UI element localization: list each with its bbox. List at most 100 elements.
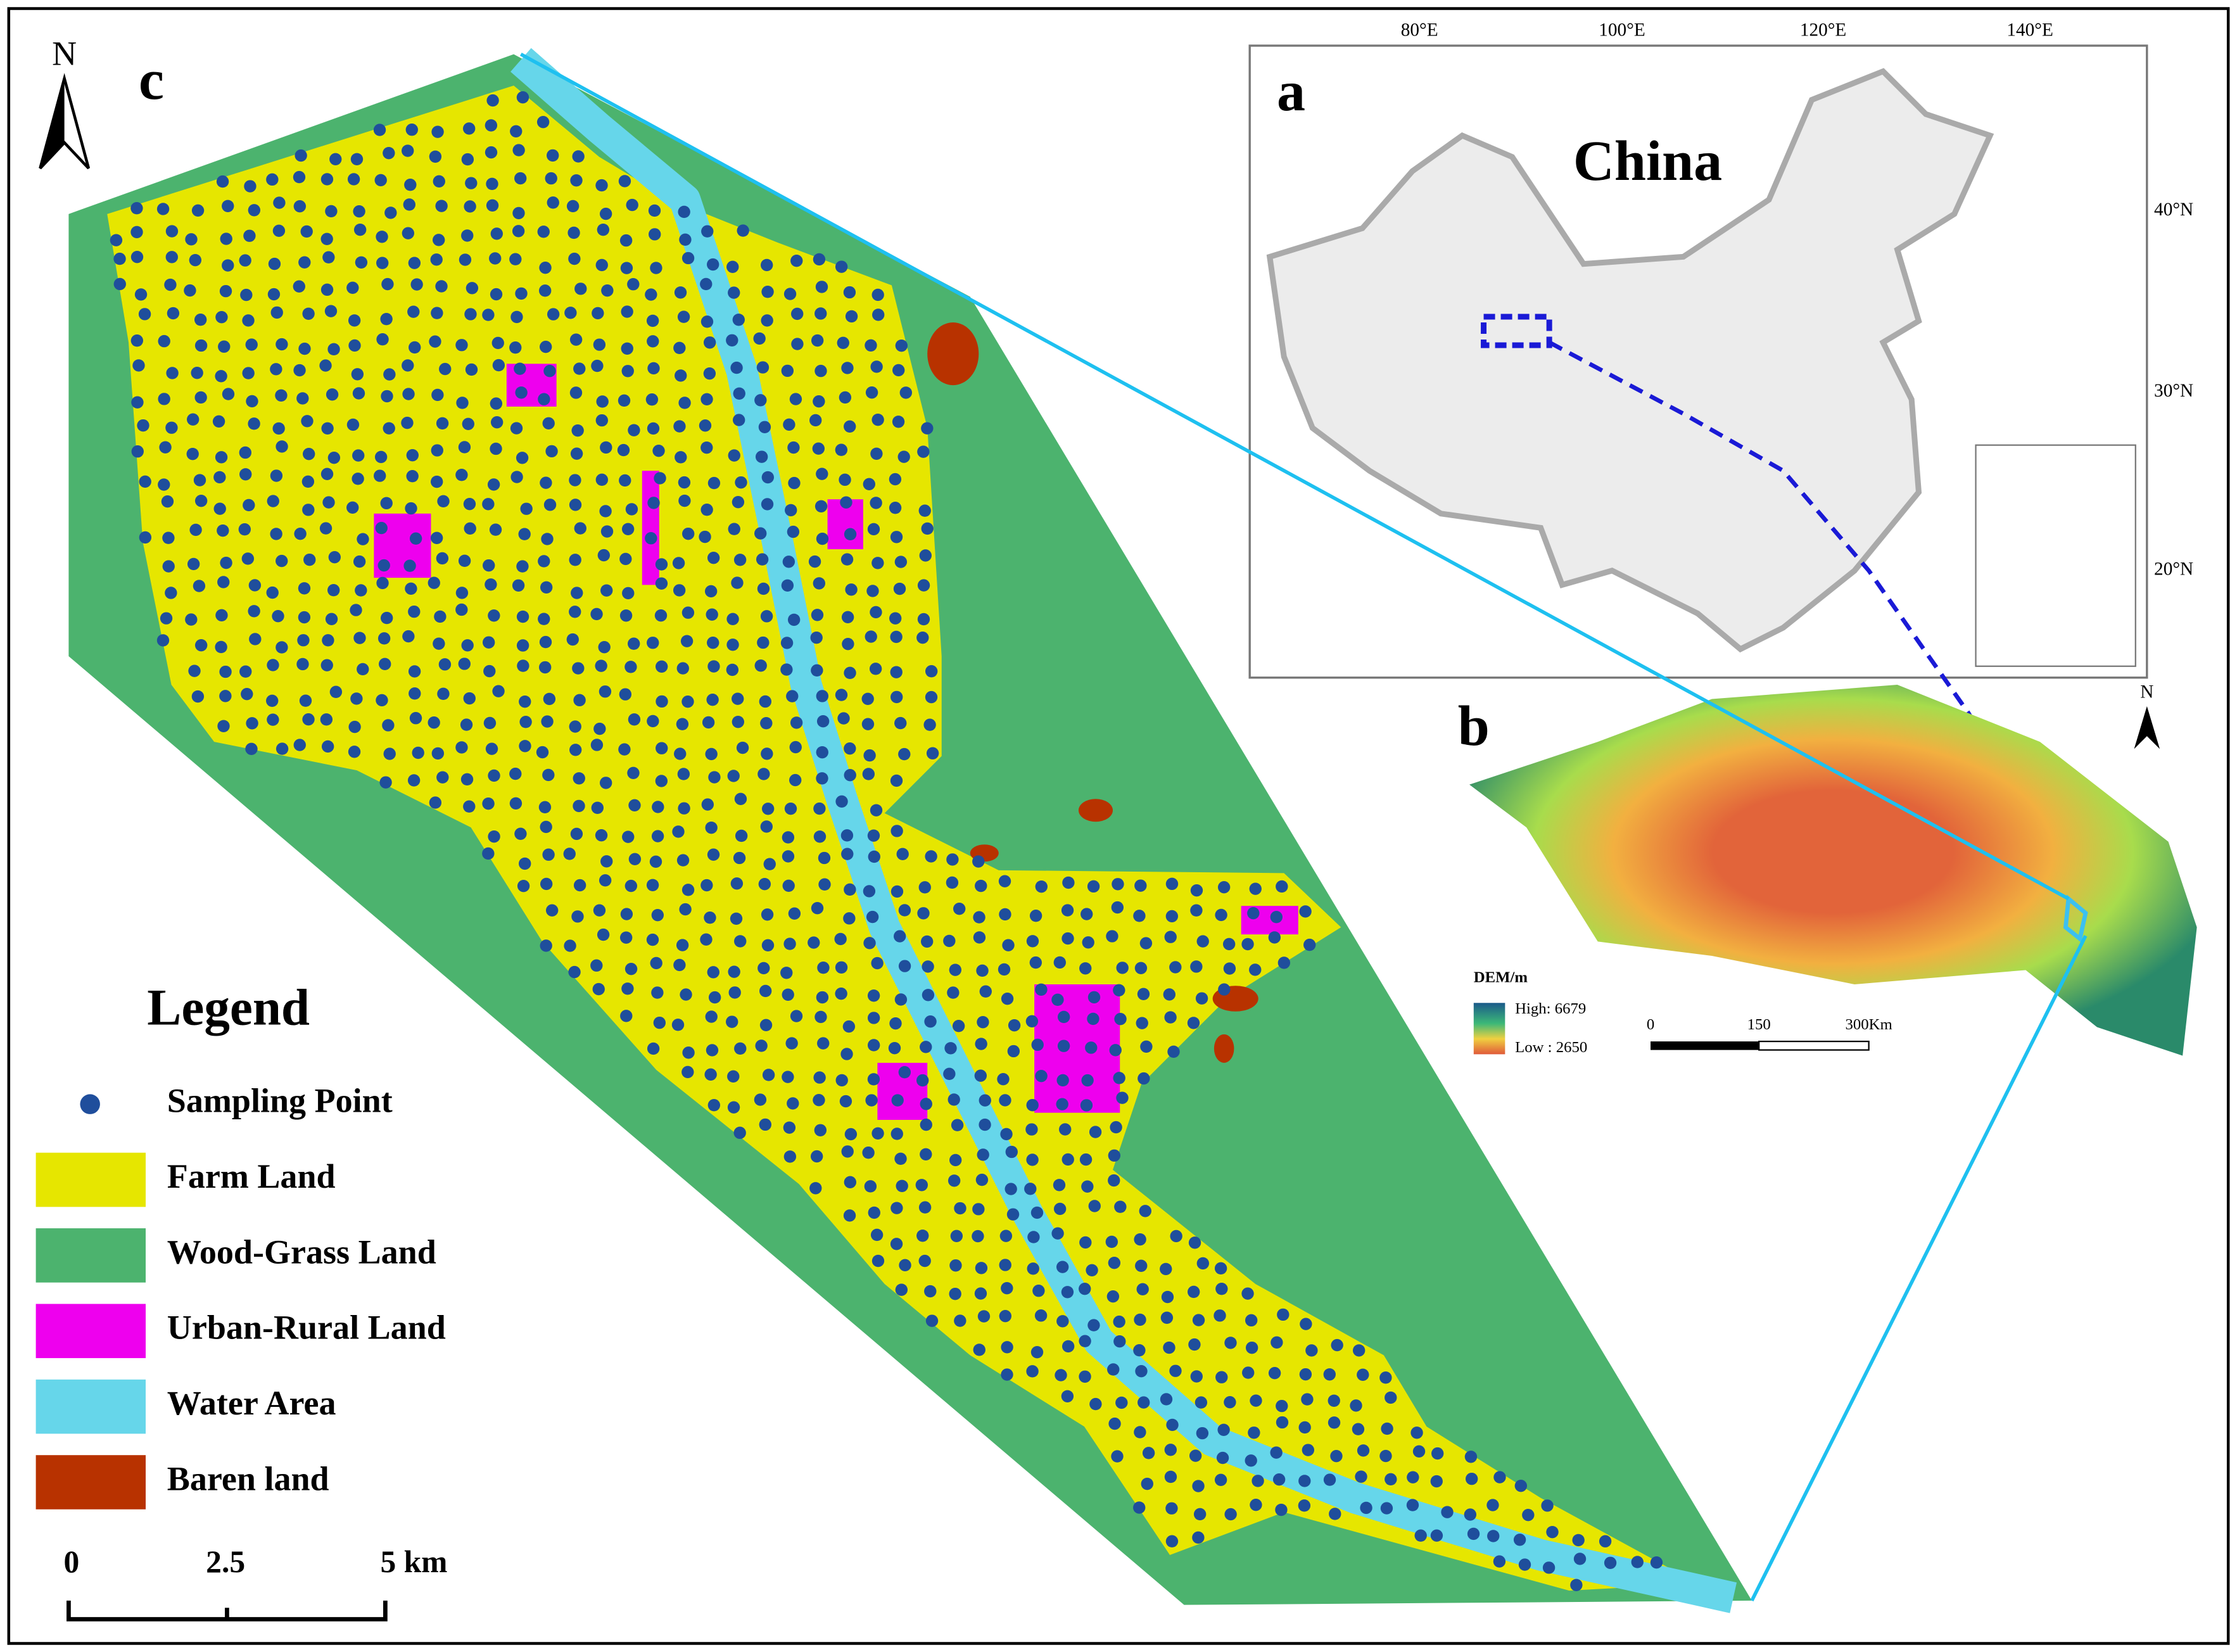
sampling-point: [618, 175, 631, 187]
sampling-point: [863, 478, 875, 491]
sampling-point: [701, 225, 714, 238]
sampling-point: [653, 1016, 666, 1029]
sampling-point: [1053, 956, 1067, 969]
sampling-point: [1114, 1200, 1127, 1213]
sampling-point: [1305, 1344, 1318, 1357]
sampling-point: [681, 884, 695, 896]
sampling-point: [844, 742, 856, 755]
sampling-point: [1051, 1227, 1064, 1240]
sampling-point: [1301, 1393, 1314, 1406]
sampling-point: [645, 393, 659, 406]
sampling-point: [728, 965, 740, 978]
sampling-point: [1007, 1045, 1020, 1058]
sampling-point: [898, 960, 911, 972]
sampling-point: [1241, 937, 1254, 951]
sampling-point: [600, 441, 612, 454]
sampling-point: [1051, 993, 1064, 1007]
sampling-point: [1089, 1126, 1102, 1138]
sampling-point: [538, 661, 552, 674]
sampling-point: [1467, 1527, 1480, 1541]
sampling-point: [1214, 1262, 1227, 1275]
sampling-point: [220, 556, 232, 569]
sampling-point: [899, 386, 913, 399]
sampling-point: [1299, 905, 1312, 918]
sampling-point: [321, 422, 334, 435]
sampling-point: [946, 853, 959, 866]
sampling-point: [1113, 1315, 1125, 1328]
sampling-point: [946, 876, 959, 889]
sampling-point: [455, 469, 468, 481]
sampling-point: [486, 177, 498, 191]
sampling-point: [1134, 879, 1147, 892]
sampling-point: [951, 1119, 964, 1131]
sampling-point: [869, 663, 882, 675]
sampling-point: [139, 475, 151, 488]
sampling-point: [540, 581, 553, 594]
sampling-point: [590, 739, 604, 751]
sampling-point: [1024, 1183, 1037, 1195]
sampling-point: [570, 447, 583, 460]
sampling-point: [728, 286, 740, 299]
sampling-point: [377, 559, 390, 572]
sampling-point: [460, 773, 474, 786]
sampling-point: [161, 495, 174, 508]
sampling-point: [618, 743, 631, 756]
sampling-point: [348, 314, 361, 327]
sampling-point: [599, 505, 612, 518]
sampling-point: [217, 576, 230, 588]
sampling-point: [1032, 1285, 1045, 1297]
sampling-point: [700, 879, 713, 892]
sampling-point: [545, 904, 559, 917]
sampling-point: [492, 359, 505, 372]
sampling-point: [656, 695, 668, 708]
sampling-point: [1108, 1417, 1121, 1430]
sampling-point: [621, 342, 633, 355]
sampling-point: [867, 1073, 880, 1086]
dem-title: DEM/m: [1474, 969, 1528, 986]
sampling-point: [409, 341, 421, 354]
sampling-point: [839, 473, 851, 486]
sampling-point: [1001, 1341, 1013, 1354]
sampling-point: [998, 963, 1011, 976]
sampling-point: [268, 257, 281, 270]
sampling-point: [865, 1094, 878, 1107]
sampling-point: [619, 931, 633, 944]
sampling-point: [678, 802, 690, 815]
sampling-point: [438, 658, 452, 671]
study-region-box: [1481, 314, 1552, 348]
sampling-point: [482, 847, 495, 860]
sampling-point: [835, 260, 848, 273]
sampling-point: [813, 802, 826, 815]
sampling-point: [222, 388, 235, 400]
sampling-point: [759, 984, 772, 998]
sampling-point: [431, 307, 443, 319]
sampling-point: [165, 251, 179, 264]
sampling-point: [617, 443, 630, 457]
sampling-point: [509, 253, 522, 265]
sampling-point: [433, 637, 445, 650]
sampling-point: [1196, 1257, 1210, 1270]
sampling-point: [890, 690, 903, 704]
farm-land-area: [107, 86, 1698, 1591]
sampling-point: [540, 340, 552, 353]
sampling-point: [1431, 1447, 1444, 1460]
sampling-point: [894, 716, 907, 730]
sampling-point: [456, 397, 469, 409]
sampling-point: [538, 555, 550, 568]
sampling-point: [979, 1118, 991, 1131]
sampling-point: [1522, 1509, 1535, 1522]
sampling-point: [1165, 877, 1179, 891]
scale-labels-b: 0 150 300Km: [1647, 1016, 1892, 1033]
sampling-point: [215, 310, 228, 324]
sampling-point: [1136, 1283, 1149, 1296]
sampling-point: [405, 582, 417, 595]
sampling-point: [1217, 1423, 1230, 1436]
sampling-point: [272, 609, 284, 623]
sampling-point: [436, 552, 449, 565]
sampling-point: [917, 445, 930, 458]
sampling-point: [925, 690, 938, 704]
sampling-point: [681, 606, 695, 619]
sampling-point: [439, 362, 452, 376]
sampling-point: [1107, 1363, 1120, 1376]
sampling-point: [404, 179, 417, 191]
